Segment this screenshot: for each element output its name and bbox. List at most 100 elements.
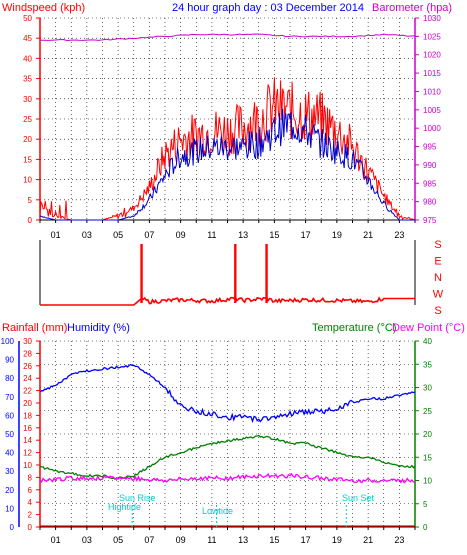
barometer-tick-label: 980 [423, 198, 437, 207]
barometer-tick-label: 1000 [423, 124, 441, 133]
humidity-tick-label: 20 [5, 486, 14, 495]
dewpoint-line [39, 472, 416, 484]
bottom-x-tick-label: 17 [301, 535, 311, 545]
humidity-tick-label: 40 [5, 449, 14, 458]
bottom-x-tick-label: 15 [269, 535, 279, 545]
rainfall-tick-label: 14 [23, 436, 32, 445]
humidity-tick-label: 80 [5, 374, 14, 383]
bottom-x-tick-label: 19 [332, 535, 342, 545]
humidity-tick-label: 60 [5, 411, 14, 420]
temperature-line [39, 434, 416, 480]
top-chart-series [39, 33, 416, 221]
chart-title: 24 hour graph day : 03 December 2014 [172, 2, 364, 14]
direction-label-e: E [434, 256, 441, 268]
bottom-x-tick-label: 13 [238, 535, 248, 545]
top-x-tick-label: 17 [301, 230, 311, 240]
bottom-x-tick-label: 09 [176, 535, 186, 545]
barometer-tick-label: 975 [423, 216, 437, 225]
temperature-tick-label: 30 [423, 384, 432, 393]
windspeed-tick-label: 10 [23, 176, 32, 185]
rainfall-tick-label: 30 [23, 337, 32, 346]
windspeed-tick-label: 20 [23, 135, 32, 144]
sunset-label: Sun Set [342, 493, 375, 503]
windspeed-tick-label: 15 [23, 155, 32, 164]
rainfall-tick-label: 18 [23, 411, 32, 420]
top-x-tick-label: 05 [113, 230, 123, 240]
direction-label-s: S [434, 305, 441, 317]
temperature-tick-label: 0 [423, 523, 428, 532]
top-x-tick-label: 09 [176, 230, 186, 240]
rainfall-tick-label: 10 [23, 461, 32, 470]
temperature-tick-label: 5 [423, 500, 428, 509]
bottom-chart-series [39, 363, 416, 527]
humidity-tick-label: 0 [10, 523, 15, 532]
humidity-axis-title: Humidity (%) [67, 322, 130, 334]
top-x-tick-label: 11 [207, 230, 216, 240]
top-x-tick-label: 07 [144, 230, 154, 240]
rainfall-tick-label: 16 [23, 424, 32, 433]
barometer-tick-label: 1020 [423, 51, 441, 60]
barometer-tick-label: 985 [423, 179, 437, 188]
bottom-x-tick-label: 23 [394, 535, 404, 545]
direction-label-w: W [433, 289, 444, 301]
rainfall-tick-label: 8 [28, 473, 33, 482]
bottom-x-tick-label: 05 [113, 535, 123, 545]
barometer-axis-title: Barometer (hpa) [372, 2, 452, 14]
rainfall-axis-title: Rainfall (mm) [2, 322, 67, 334]
rainfall-tick-label: 12 [23, 449, 32, 458]
temperature-tick-label: 15 [423, 453, 432, 462]
barometer-tick-label: 1025 [423, 32, 441, 41]
windspeed-tick-label: 50 [23, 14, 32, 23]
top-chart-axes: 0510152025303540455097598098599099510001… [23, 14, 441, 240]
humidity-tick-label: 10 [5, 504, 14, 513]
direction-label-n: N [434, 272, 442, 284]
barometer-tick-label: 990 [423, 161, 437, 170]
temperature-tick-label: 20 [423, 430, 432, 439]
windspeed-tick-label: 0 [28, 216, 33, 225]
barometer-line [39, 33, 416, 42]
rainfall-tick-label: 4 [28, 498, 33, 507]
wind-average-line [39, 108, 415, 221]
hightide-label: Hightide [108, 502, 141, 512]
humidity-tick-label: 50 [5, 430, 14, 439]
top-x-tick-label: 19 [332, 230, 342, 240]
barometer-tick-label: 1010 [423, 87, 441, 96]
top-x-tick-label: 23 [394, 230, 404, 240]
barometer-tick-label: 1030 [423, 14, 441, 23]
bottom-x-tick-label: 11 [207, 535, 216, 545]
barometer-tick-label: 1005 [423, 106, 441, 115]
lowtide-label: Lowtide [202, 506, 233, 516]
humidity-tick-label: 100 [1, 337, 15, 346]
rainfall-tick-label: 2 [28, 511, 33, 520]
humidity-tick-label: 70 [5, 393, 14, 402]
rainfall-tick-label: 24 [23, 374, 32, 383]
bottom-x-tick-label: 01 [51, 535, 61, 545]
top-x-tick-label: 21 [363, 230, 373, 240]
humidity-tick-label: 90 [5, 356, 14, 365]
sunrise-label: Sun Rise [119, 493, 156, 503]
humidity-line [39, 363, 416, 424]
rainfall-tick-label: 0 [28, 523, 33, 532]
temperature-tick-label: 35 [423, 360, 432, 369]
temperature-tick-label: 25 [423, 407, 432, 416]
top-x-tick-label: 13 [238, 230, 248, 240]
barometer-tick-label: 995 [423, 143, 437, 152]
rainfall-tick-label: 20 [23, 399, 32, 408]
rainfall-tick-label: 26 [23, 362, 32, 371]
top-x-tick-label: 01 [51, 230, 61, 240]
bottom-x-tick-label: 03 [82, 535, 92, 545]
top-x-tick-label: 15 [269, 230, 279, 240]
bottom-chart-axes: 0102030405060708090100024681012141618202… [1, 337, 433, 545]
top-x-tick-label: 03 [82, 230, 92, 240]
windspeed-tick-label: 5 [28, 196, 33, 205]
wind-direction-line [40, 295, 415, 306]
windspeed-tick-label: 45 [23, 34, 32, 43]
temperature-tick-label: 10 [423, 477, 432, 486]
rainfall-tick-label: 22 [23, 387, 32, 396]
barometer-tick-label: 1015 [423, 69, 441, 78]
humidity-tick-label: 30 [5, 467, 14, 476]
windspeed-tick-label: 30 [23, 95, 32, 104]
temperature-axis-title: Temperature (°C) [312, 322, 396, 334]
